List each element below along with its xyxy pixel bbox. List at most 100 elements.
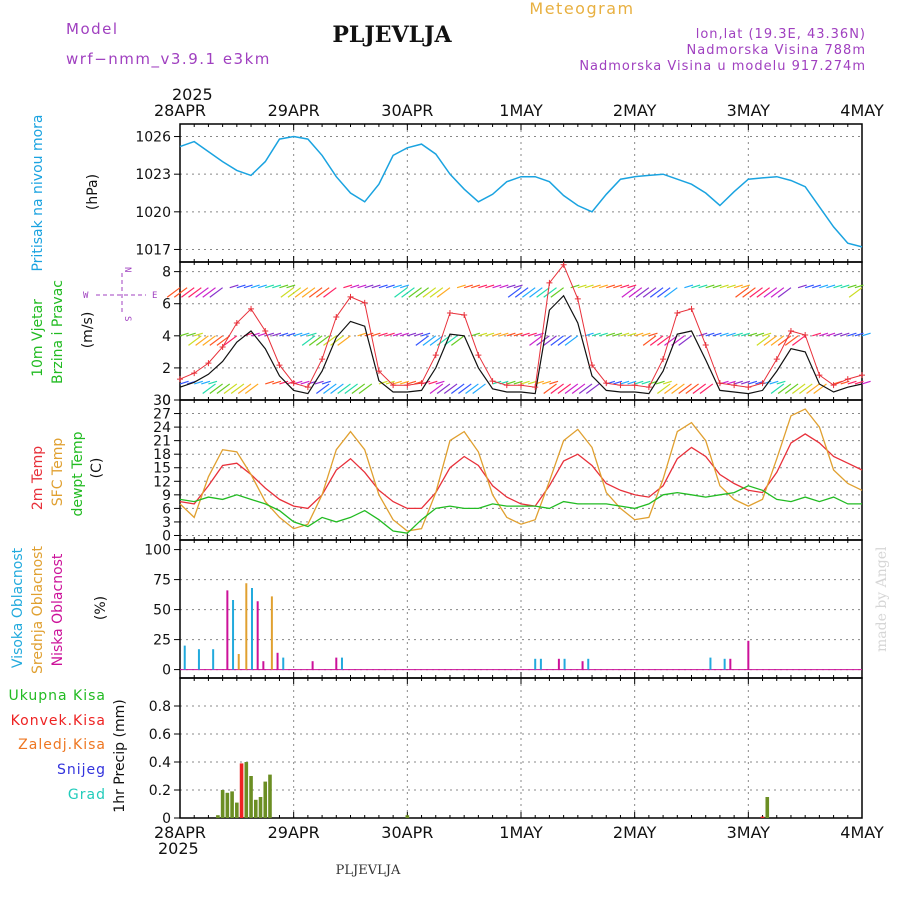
wind-arrow [578, 383, 593, 395]
wind-arrow [620, 380, 630, 385]
wind-arrow [791, 335, 806, 346]
wind-arrow [520, 380, 530, 385]
y-tick-label: 0 [162, 528, 171, 544]
wind-arrow [570, 284, 580, 289]
y-tick-label: 15 [153, 461, 171, 477]
wind-arrow [755, 332, 765, 337]
model-altitude-text: Nadmorska Visina u modelu 917.274m [579, 59, 866, 74]
conv-precip-title: Konvek.Kisa [11, 713, 106, 729]
wind-arrow [564, 335, 579, 346]
wind-arrow [520, 332, 530, 337]
wind-arrow [279, 332, 289, 337]
wind-arrow [514, 287, 529, 298]
wind-gust-marker [233, 319, 240, 326]
wind-arrow [443, 383, 458, 395]
wind-arrow [371, 284, 381, 289]
wind-arrow [492, 284, 502, 289]
wind-arrow [293, 332, 303, 337]
day-label-top: 2MAY [613, 101, 657, 120]
wind-panel: 0 2 4 6 8 [162, 261, 863, 409]
wind-arrow [585, 383, 600, 395]
wind-arrow [350, 284, 360, 289]
wind-arrow [223, 383, 238, 395]
wind-gust-marker [816, 372, 823, 379]
wind-arrow [685, 383, 699, 395]
y-tick-label: 12 [153, 474, 171, 490]
wind-arrow [620, 284, 630, 289]
wind-arrow [542, 380, 552, 385]
wind-arrow [591, 284, 601, 289]
wind-arrow [194, 332, 203, 337]
wind-arrow [400, 332, 410, 337]
wind-arrow [657, 383, 671, 395]
wind-arrow [620, 332, 630, 337]
wind-arrow [401, 287, 415, 298]
wind-arrow [733, 332, 743, 337]
wind-arrow [385, 284, 395, 289]
wind-arrow [577, 284, 587, 289]
wind-arrow [705, 284, 715, 289]
wind-arrow [812, 284, 822, 289]
wind-arrow [378, 380, 388, 385]
wind-arrow [499, 284, 509, 289]
wind-arrow [371, 332, 381, 337]
wind-arrow [748, 332, 758, 337]
mid-cloud-title: Srednja Oblacnost [30, 546, 46, 674]
wind-arrow [549, 380, 559, 385]
wind-arrow [664, 335, 678, 346]
wind-arrow [188, 335, 202, 346]
wind-arrow [621, 287, 636, 298]
wind-arrow [691, 284, 701, 289]
wind-arrow [527, 332, 537, 337]
wind-arrow [230, 383, 245, 395]
wind-gust-marker [390, 382, 397, 389]
wind-arrow [250, 284, 260, 289]
year-bottom: 2025 [158, 839, 199, 858]
wind-arrow [641, 380, 651, 385]
wind-arrow [726, 284, 736, 289]
wind-arrow [712, 284, 722, 289]
wind-arrow [657, 287, 671, 298]
wind-arrow [357, 332, 367, 337]
wind-arrow [756, 335, 771, 346]
wind-gust-marker [589, 362, 596, 369]
wind-arrow [314, 380, 324, 385]
wind-arrow [272, 284, 282, 289]
precip-bar [258, 797, 263, 818]
wind-arrow [209, 383, 223, 395]
wind-arrow [186, 332, 196, 337]
wind-gust-marker [432, 352, 439, 359]
meteogram-title: Meteogram [529, 0, 634, 18]
wind-arrow [543, 287, 557, 298]
high-cloud-title: Visoka Oblacnost [10, 547, 26, 668]
wind-arrow [763, 335, 778, 346]
y-tick-label: 1017 [135, 242, 171, 258]
wind-arrow [202, 383, 216, 395]
wind-arrow [407, 380, 417, 385]
wind-arrow [770, 335, 785, 346]
t2m-title: 2m Temp [30, 446, 46, 510]
wind-arrow [641, 332, 651, 337]
wind-arrow [550, 335, 564, 346]
wind-arrow [692, 383, 707, 395]
wind-arrow [634, 332, 644, 337]
wind-arrow [698, 332, 708, 337]
wind-arrow [719, 332, 729, 337]
wind-arrow [364, 284, 374, 289]
precip-bar [235, 802, 239, 818]
cloud-panel: 0 25 50 75 100 [144, 539, 863, 679]
wind-arrow [699, 383, 714, 395]
wind-arrow [414, 332, 424, 337]
wind-arrow [422, 287, 437, 298]
wind-arrow [279, 284, 289, 289]
wind-arrow [272, 380, 282, 385]
wind-arrow [536, 335, 550, 346]
wind-arrow [613, 332, 623, 337]
wind-gust-marker [844, 376, 851, 383]
wind-gust-marker [773, 356, 780, 363]
model-name: wrf−nmm_v3.9.1 e3km [66, 50, 271, 69]
wind-arrow [806, 383, 820, 395]
wind-arrow [316, 335, 330, 346]
wind-arrow [741, 284, 751, 289]
wind-gust-marker [304, 384, 311, 391]
